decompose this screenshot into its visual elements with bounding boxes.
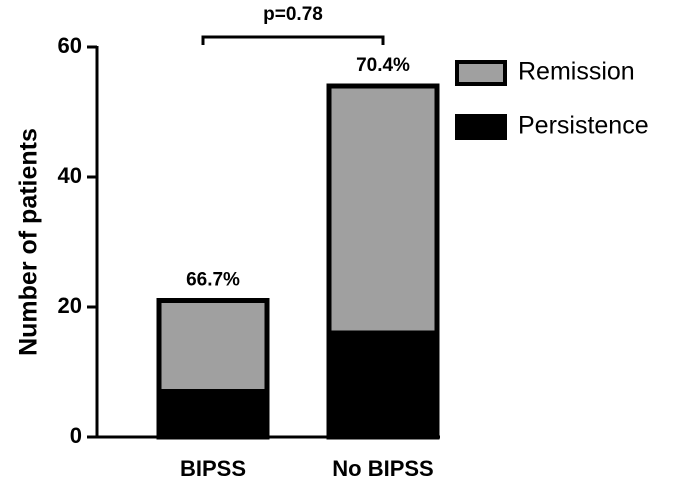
y-tick-label: 0: [70, 423, 82, 448]
bar-label: 70.4%: [356, 55, 410, 76]
y-tick-label: 60: [58, 33, 82, 58]
y-axis-label: Number of patients: [15, 128, 43, 356]
bar-segment: [326, 330, 440, 440]
bar-segment: [156, 298, 270, 394]
significance-bracket: [201, 35, 385, 45]
x-tick-label: BIPSS: [180, 456, 246, 481]
legend-swatch: [455, 114, 507, 140]
bar-segment: [326, 83, 440, 336]
y-tick-label: 40: [58, 163, 82, 188]
y-tick-label: 20: [58, 293, 82, 318]
x-tick-label: No BIPSS: [332, 456, 433, 481]
legend-label: Persistence: [518, 112, 649, 140]
legend-label: Remission: [518, 58, 635, 86]
bar-label: 66.7%: [186, 270, 240, 291]
p-value: p=0.78: [263, 4, 323, 25]
bar-segment: [156, 389, 270, 440]
legend-swatch: [455, 60, 507, 86]
